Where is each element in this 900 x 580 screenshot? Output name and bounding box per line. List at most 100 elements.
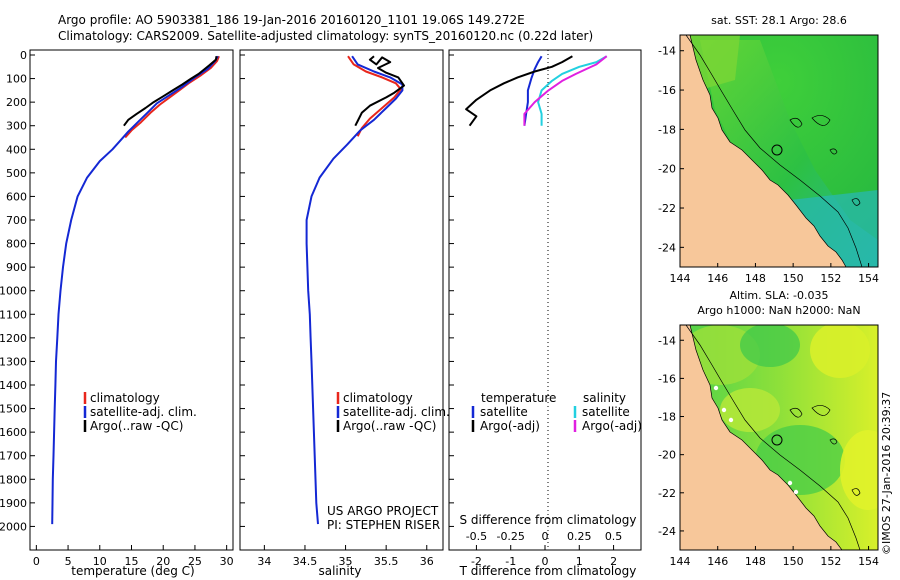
x-tick-label: 0 — [33, 555, 40, 568]
y-tick-label: 300 — [6, 120, 27, 133]
y-tick-label: 1700 — [0, 450, 27, 463]
altimetry-point — [713, 385, 719, 391]
y-tick-label: 900 — [6, 261, 27, 274]
sla-blob-4 — [810, 325, 870, 378]
salinity-axis-title: salinity — [318, 564, 361, 578]
difference-x-axis: -2 -1 0 1 2 -0.5 -0.25 0 0.25 0.5 — [466, 530, 623, 568]
temperature-axis-title: temperature (deg C) — [71, 564, 194, 578]
argo-float-marker — [771, 434, 783, 446]
series-line-climatology — [124, 55, 220, 139]
pi-annotation: PI: STEPHEN RISER — [327, 518, 440, 532]
salinity-plot-frame — [239, 49, 444, 551]
y-tick-label: 800 — [6, 238, 27, 251]
shelf-contour — [685, 35, 863, 267]
sst-map-axes: 144 146 148 150 152 154 -14 -16 -18 -20 -22 -24 — [658, 45, 879, 285]
map-x-tick-label: 154 — [858, 555, 879, 568]
land-mass — [680, 325, 843, 550]
altimetry-point — [728, 417, 734, 423]
sst-map-title: sat. SST: 28.1 Argo: 28.6 — [711, 14, 847, 27]
reef-contour-d — [851, 198, 861, 206]
x-tick-label: 34.5 — [293, 555, 318, 568]
header-line-2: Climatology: CARS2009. Satellite-adjuste… — [58, 29, 594, 43]
altimetry-point — [721, 407, 727, 413]
legend-label-climatology: climatology — [343, 391, 413, 405]
series-line-temperature-satellite — [523, 55, 543, 126]
y-tick-label: 1600 — [0, 426, 27, 439]
y-tick-label: 0 — [20, 49, 27, 62]
x-tick-label: 36 — [420, 555, 434, 568]
map-y-tick-label: -20 — [658, 163, 676, 176]
y-tick-label: 1400 — [0, 379, 27, 392]
temperature-legend: climatology satellite-adj. clim. Argo(..… — [83, 391, 197, 433]
y-tick-label: 1000 — [0, 285, 27, 298]
map-y-tick-label: -24 — [658, 525, 676, 538]
series-line-salinity-argo-adj — [523, 55, 608, 126]
sla-map: 144 146 148 150 152 154 -14 -16 -18 -20 -22 -24 — [658, 324, 879, 568]
sst-map: 144 146 148 150 152 154 -14 -16 -18 -20 -22 -24 — [658, 34, 879, 285]
series-line-satellite-adj-clim — [51, 55, 219, 525]
salinity-legend: climatology satellite-adj. clim. Argo(..… — [327, 391, 450, 532]
map-y-tick-label: -22 — [658, 202, 676, 215]
map-x-tick-label: 150 — [783, 272, 804, 285]
secondary-x-axis-title: S difference from climatology — [460, 513, 637, 527]
difference-plot-frame — [448, 49, 642, 551]
series-line-satellite-adj-clim — [305, 55, 404, 525]
legend-label-argo: Argo(..raw -QC) — [90, 419, 183, 433]
y-tick-label: 100 — [6, 73, 27, 86]
x-tick-label: 20 — [156, 555, 170, 568]
t-difference-axis-title: T difference from climatology — [459, 564, 637, 578]
difference-series — [465, 55, 608, 127]
secondary-x-tick-label: -0.25 — [496, 530, 524, 543]
series-line-argo-raw-qc — [354, 55, 405, 127]
y-tick-label: 1100 — [0, 308, 27, 321]
sla-map-frame — [679, 324, 879, 551]
x-tick-label: 1 — [576, 555, 583, 568]
map-x-tick-label: 152 — [820, 272, 841, 285]
y-tick-label: 600 — [6, 190, 27, 203]
series-line-temperature-argo-adj — [465, 55, 573, 127]
land-mass — [680, 35, 847, 267]
y-tick-label: 1500 — [0, 403, 27, 416]
y-tick-label: 1300 — [0, 355, 27, 368]
y-tick-label: 400 — [6, 143, 27, 156]
x-tick-label: 35 — [339, 555, 353, 568]
altimetry-point — [793, 489, 799, 495]
secondary-x-tick-label: 0.5 — [605, 530, 623, 543]
x-tick-label: 0 — [542, 555, 549, 568]
difference-legend: temperature salinity satellite Argo(-adj… — [460, 391, 642, 527]
legend-label-argo: Argo(..raw -QC) — [343, 419, 436, 433]
sla-map-axes: 144 146 148 150 152 154 -14 -16 -18 -20 -22 -24 — [658, 334, 879, 568]
imos-timestamp: ©IMOS 27-Jan-2016 20:39:37 — [880, 391, 893, 555]
reef-contour-a — [789, 407, 803, 418]
map-y-tick-label: -14 — [658, 45, 676, 58]
y-tick-label: 200 — [6, 96, 27, 109]
series-line-argo-raw-qc — [123, 56, 218, 127]
x-tick-label: 5 — [65, 555, 72, 568]
series-line-salinity-satellite — [537, 55, 608, 126]
reef-contour-b — [811, 115, 831, 126]
y-tick-label: 1900 — [0, 497, 27, 510]
y-tick-label: 1800 — [0, 473, 27, 486]
y-tick-label: 500 — [6, 167, 27, 180]
y-tick-label: 2000 — [0, 520, 27, 533]
secondary-x-tick-label: -0.5 — [466, 530, 487, 543]
y-tick-label: 700 — [6, 214, 27, 227]
map-y-tick-label: -16 — [658, 372, 676, 385]
legend-label-sal-argo: Argo(-adj) — [582, 419, 642, 433]
x-tick-label: 2 — [610, 555, 617, 568]
x-tick-label: 30 — [220, 555, 234, 568]
sla-blob-2 — [740, 325, 800, 367]
depth-axis: 0 100 200 300 400 500 600 700 800 900 1000 1100 1200… — [0, 49, 454, 533]
x-tick-label: -1 — [505, 555, 516, 568]
legend-label-satellite: satellite-adj. clim. — [90, 405, 197, 419]
map-y-tick-label: -14 — [658, 334, 676, 347]
reef-contour-d — [851, 488, 861, 496]
shelf-contour — [685, 325, 861, 550]
reef-contour-c — [829, 148, 838, 155]
x-tick-label: 34 — [257, 555, 271, 568]
salinity-series — [305, 55, 405, 525]
legend-label-climatology: climatology — [90, 391, 160, 405]
x-tick-label: 25 — [188, 555, 202, 568]
altimetry-point — [787, 480, 793, 486]
